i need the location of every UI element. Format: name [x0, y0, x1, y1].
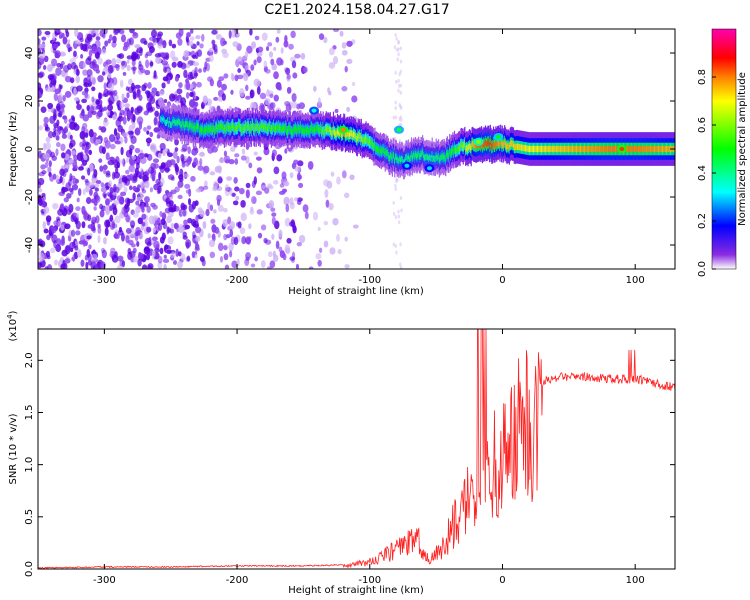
spectrogram-x-tick-label-3: 0 [499, 275, 505, 286]
snr-panel: -300 -200 -100 0 100 0.0 0.5 1.0 1.5 2.0 Height … [6, 310, 676, 596]
colorbar-label: Normalized spectral amplitude [737, 72, 748, 226]
colorbar-tick-label-4: 0.8 [697, 69, 708, 85]
snr-frame [37, 328, 676, 570]
snr-x-tick-label-2: -100 [358, 575, 381, 586]
spectrogram-x-axis: -300 -200 -100 0 100 [93, 29, 645, 286]
snr-x-tick-label-4: 100 [626, 575, 645, 586]
snr-x-tick-label-3: 0 [499, 575, 505, 586]
spectrogram-y-tick-label-1: -20 [24, 189, 35, 205]
spectrogram-y-tick-label-4: 40 [24, 47, 35, 60]
snr-y-tick-label-0: 0.0 [24, 561, 35, 577]
spectrogram-x-tick-label-1: -200 [226, 275, 249, 286]
snr-series-line [38, 329, 675, 569]
snr-y-tick-label-3: 1.5 [24, 405, 35, 421]
snr-plot-area [38, 329, 675, 569]
colorbar-tick-label-0: 0.0 [697, 261, 708, 277]
snr-x-tick-label-1: -200 [226, 575, 249, 586]
snr-xlabel: Height of straight line (km) [288, 585, 424, 596]
figure-title: C2E1.2024.158.04.27.G17 [264, 2, 449, 18]
snr-y-tick-label-1: 0.5 [24, 509, 35, 525]
spectrogram-x-tick-label-4: 100 [626, 275, 645, 286]
snr-y-tick-label-4: 2.0 [24, 352, 35, 368]
colorbar-tick-label-1: 0.2 [697, 213, 708, 229]
spectrogram-y-axis: -40 -20 0 20 40 [24, 47, 675, 253]
colorbar-tick-label-3: 0.6 [697, 117, 708, 133]
snr-y-tick-label-2: 1.0 [24, 457, 35, 473]
spectrogram-x-tick-label-0: -300 [93, 275, 116, 286]
spectrogram-y-tick-label-0: -40 [24, 237, 35, 253]
spectrogram-xlabel: Height of straight line (km) [288, 286, 424, 297]
spectrogram-ylabel: Frequency (Hz) [8, 111, 19, 187]
svg-text:(x104): (x104) [6, 310, 19, 341]
snr-scale-exponent: 4 [6, 314, 14, 319]
snr-x-axis: -300 -200 -100 0 100 [93, 329, 645, 586]
snr-scale-base: (x10 [8, 319, 19, 342]
colorbar [711, 28, 737, 270]
spectrogram-y-tick-label-2: 0 [24, 146, 35, 152]
snr-y-axis: 0.0 0.5 1.0 1.5 2.0 [24, 352, 675, 577]
colorbar-tick-label-2: 0.4 [697, 165, 708, 181]
spectrogram-y-tick-label-3: 20 [24, 95, 35, 108]
snr-scale-note: (x104) [6, 310, 19, 341]
colorbar-ticks: 0.0 0.2 0.4 0.6 0.8 [697, 69, 716, 277]
snr-x-tick-label-0: -300 [93, 575, 116, 586]
spectrogram-x-tick-label-2: -100 [358, 275, 381, 286]
snr-ylabel: SNR (10 * v/v) [8, 413, 19, 484]
